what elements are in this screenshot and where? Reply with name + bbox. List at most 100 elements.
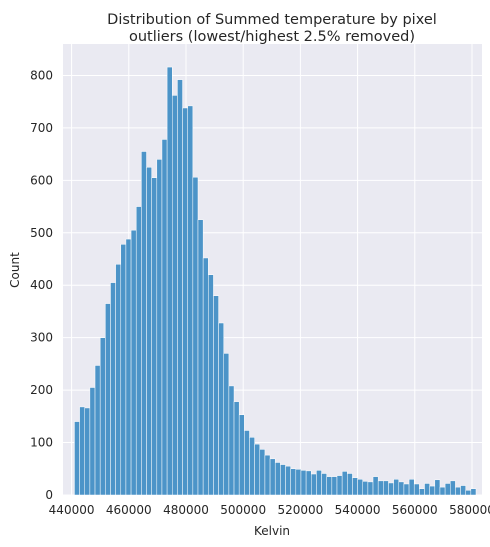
histogram-bar bbox=[244, 430, 250, 496]
histogram-bar bbox=[341, 471, 348, 496]
x-tick-label: 480000 bbox=[163, 503, 209, 517]
histogram-bar bbox=[280, 464, 286, 496]
y-axis-ticks: 0 100 200 300 400 500 600 700 800 bbox=[30, 68, 53, 502]
histogram-bar bbox=[311, 473, 317, 496]
histogram-bar bbox=[470, 488, 477, 496]
histogram-bar bbox=[377, 480, 384, 496]
histogram-bar bbox=[316, 470, 322, 496]
histogram-bar bbox=[197, 219, 204, 496]
histogram-bar bbox=[393, 479, 400, 496]
histogram-bar bbox=[383, 480, 389, 496]
histogram-bar bbox=[135, 206, 142, 496]
histogram-bar bbox=[450, 480, 456, 496]
histogram-bar bbox=[465, 490, 472, 496]
y-tick-label: 100 bbox=[30, 436, 53, 450]
y-tick-label: 600 bbox=[30, 173, 53, 187]
histogram-bar bbox=[285, 465, 291, 496]
histogram-bar bbox=[367, 481, 374, 496]
x-axis-ticks: 440000 460000 480000 500000 520000 540000 5600… bbox=[49, 503, 490, 517]
histogram-bar bbox=[352, 477, 358, 496]
histogram-bar bbox=[233, 401, 240, 496]
histogram-bar bbox=[439, 486, 446, 496]
histogram-bar bbox=[125, 238, 132, 496]
y-tick-label: 500 bbox=[30, 226, 53, 240]
histogram-bar bbox=[151, 177, 158, 496]
x-tick-label: 440000 bbox=[49, 503, 95, 517]
y-tick-label: 200 bbox=[30, 383, 53, 397]
histogram-bar bbox=[130, 229, 137, 496]
histogram-bar bbox=[99, 337, 106, 496]
histogram-bar bbox=[254, 443, 261, 496]
histogram-bar bbox=[89, 387, 96, 496]
histogram-bar bbox=[228, 385, 235, 496]
histogram-bar bbox=[192, 176, 199, 496]
chart-title-line-1: Distribution of Summed temperature by pi… bbox=[107, 12, 437, 28]
histogram-bar bbox=[120, 244, 127, 496]
histogram-bar bbox=[444, 483, 451, 496]
histogram-bar bbox=[105, 303, 111, 496]
histogram-bar bbox=[218, 322, 224, 496]
histogram-bar bbox=[408, 479, 415, 496]
histogram-bar bbox=[182, 107, 188, 496]
histogram-bar bbox=[305, 470, 312, 496]
x-tick-label: 520000 bbox=[277, 503, 323, 517]
y-tick-label: 800 bbox=[30, 68, 53, 82]
histogram-bar bbox=[290, 468, 297, 496]
histogram-bar bbox=[419, 488, 425, 496]
y-tick-label: 300 bbox=[30, 331, 53, 345]
histogram-bar bbox=[223, 353, 230, 496]
histogram-bar bbox=[295, 469, 302, 496]
histogram-bar bbox=[388, 482, 394, 496]
y-tick-label: 700 bbox=[30, 121, 53, 135]
histogram-bar bbox=[460, 485, 466, 496]
histogram-bar bbox=[321, 473, 327, 496]
histogram-bar bbox=[264, 454, 271, 496]
histogram-bar bbox=[84, 407, 91, 496]
histogram-bar bbox=[347, 473, 353, 496]
histogram-bar bbox=[429, 485, 436, 496]
histogram-bar bbox=[161, 139, 168, 496]
histogram-bar bbox=[238, 414, 245, 496]
histogram-bar bbox=[269, 458, 276, 496]
histogram-bar bbox=[372, 476, 379, 496]
histogram-bar bbox=[326, 476, 333, 496]
histogram-bar bbox=[357, 479, 363, 496]
histogram-bar bbox=[156, 159, 163, 496]
histogram-bar bbox=[274, 462, 281, 496]
histogram-bar bbox=[455, 486, 461, 496]
histogram-bar bbox=[79, 406, 85, 496]
histogram-bar bbox=[115, 264, 122, 496]
histogram-bar bbox=[362, 481, 369, 496]
bars bbox=[74, 66, 477, 496]
histogram-bar bbox=[434, 479, 441, 496]
histogram-bar bbox=[141, 151, 147, 496]
histogram-bar bbox=[336, 475, 343, 496]
x-axis-label: Kelvin bbox=[254, 524, 290, 538]
x-tick-label: 500000 bbox=[220, 503, 266, 517]
histogram-bar bbox=[424, 483, 430, 496]
histogram-bar bbox=[398, 481, 405, 496]
histogram-bar bbox=[146, 166, 152, 496]
chart-title-line-2: outliers (lowest/highest 2.5% removed) bbox=[129, 29, 415, 45]
histogram-bar bbox=[413, 483, 420, 496]
histogram-bar bbox=[208, 274, 214, 496]
histogram-bar bbox=[74, 421, 80, 496]
histogram-bar bbox=[110, 282, 116, 496]
histogram-bar bbox=[187, 105, 194, 496]
histogram-bar bbox=[213, 295, 219, 496]
histogram-bar bbox=[300, 470, 307, 496]
histogram-bar bbox=[172, 95, 178, 496]
histogram-bar bbox=[202, 257, 209, 496]
x-tick-label: 460000 bbox=[106, 503, 152, 517]
y-tick-label: 400 bbox=[30, 278, 53, 292]
histogram-bar bbox=[166, 66, 173, 496]
y-tick-label: 0 bbox=[45, 488, 53, 502]
histogram-bar bbox=[403, 483, 410, 496]
histogram-bar bbox=[331, 476, 338, 496]
x-tick-label: 540000 bbox=[335, 503, 381, 517]
x-tick-label: 560000 bbox=[392, 503, 438, 517]
y-axis-label: Count bbox=[8, 252, 22, 288]
histogram-bar bbox=[177, 79, 183, 496]
